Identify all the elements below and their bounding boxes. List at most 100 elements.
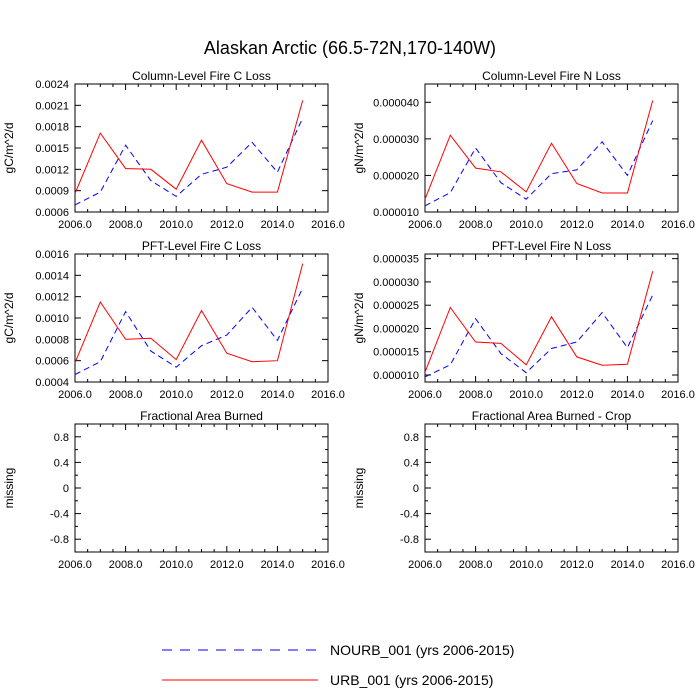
- y-tick-label: 0: [63, 483, 69, 495]
- panel-title: Column-Level Fire N Loss: [482, 69, 621, 83]
- y-tick-label: 0.0006: [35, 356, 69, 368]
- panel-title: Fractional Area Burned - Crop: [472, 409, 632, 423]
- x-tick-label: 2012.0: [210, 389, 244, 401]
- x-tick-label: 2012.0: [560, 389, 594, 401]
- series-line-nourb-001: [74, 287, 304, 375]
- y-tick-label: 0.000020: [373, 323, 419, 335]
- y-tick-label: -0.4: [50, 509, 69, 521]
- y-tick-label: 0.0004: [35, 377, 69, 389]
- y-axis-label: gN/m^2/d: [352, 123, 366, 174]
- y-tick-label: -0.8: [400, 534, 419, 546]
- y-tick-label: 0.000030: [373, 134, 419, 146]
- y-tick-label: 0.000040: [373, 97, 419, 109]
- x-tick-label: 2014.0: [261, 559, 295, 571]
- x-tick-label: 2016.0: [311, 559, 345, 571]
- x-tick-label: 2016.0: [661, 389, 695, 401]
- y-tick-label: 0.0015: [35, 143, 69, 155]
- x-tick-label: 2008.0: [459, 389, 493, 401]
- y-tick-label: 0.0008: [35, 334, 69, 346]
- legend-item-1: NOURB_001 (yrs 2006-2015): [162, 642, 514, 658]
- y-tick-label: 0.0012: [35, 164, 69, 176]
- x-tick-label: 2016.0: [311, 389, 345, 401]
- series-line-urb-001: [74, 100, 304, 194]
- panel-1: Column-Level Fire C Loss 2006.0 2008.0 2010…: [2, 69, 345, 231]
- y-tick-label: -0.4: [400, 509, 419, 521]
- x-tick-label: 2012.0: [210, 559, 244, 571]
- panel-title: Column-Level Fire C Loss: [132, 69, 271, 83]
- panels-group: Column-Level Fire C Loss 2006.0 2008.0 2010…: [2, 69, 695, 571]
- legend-label: NOURB_001 (yrs 2006-2015): [330, 642, 514, 658]
- legend: NOURB_001 (yrs 2006-2015) URB_001 (yrs 20…: [162, 642, 514, 688]
- series-line-urb-001: [424, 100, 654, 200]
- y-tick-label: 0.0006: [35, 207, 69, 219]
- panel-title: PFT-Level Fire C Loss: [142, 239, 261, 253]
- y-axis-label: gC/m^2/d: [2, 123, 16, 174]
- x-tick-label: 2014.0: [611, 389, 645, 401]
- y-axis-label: gN/m^2/d: [352, 293, 366, 344]
- x-tick-label: 2010.0: [159, 219, 193, 231]
- x-tick-label: 2006.0: [58, 219, 92, 231]
- x-tick-label: 2010.0: [509, 559, 543, 571]
- series-line-nourb-001: [424, 294, 654, 378]
- x-tick-label: 2014.0: [261, 389, 295, 401]
- series-line-nourb-001: [74, 117, 304, 206]
- x-tick-label: 2006.0: [408, 389, 442, 401]
- y-tick-label: 0.0010: [35, 313, 69, 325]
- panel-4: PFT-Level Fire N Loss 2006.0 2008.0 2010.0 2…: [352, 239, 695, 401]
- panel-5: Fractional Area Burned 2006.0 2008.0 2010.0…: [2, 409, 345, 571]
- y-tick-label: 0.000010: [373, 370, 419, 382]
- y-tick-label: 0.0012: [35, 292, 69, 304]
- x-tick-label: 2008.0: [109, 559, 143, 571]
- panel-2: Column-Level Fire N Loss 2006.0 2008.0 2010…: [352, 69, 695, 231]
- x-tick-label: 2012.0: [210, 219, 244, 231]
- y-tick-label: 0.8: [54, 432, 69, 444]
- y-tick-label: 0.000015: [373, 347, 419, 359]
- y-tick-label: -0.8: [50, 534, 69, 546]
- x-tick-label: 2010.0: [159, 389, 193, 401]
- x-tick-label: 2006.0: [58, 559, 92, 571]
- x-tick-label: 2006.0: [408, 559, 442, 571]
- panel-3: PFT-Level Fire C Loss 2006.0 2008.0 2010.0 2…: [2, 239, 345, 401]
- x-tick-label: 2012.0: [560, 219, 594, 231]
- series-line-nourb-001: [424, 120, 654, 207]
- x-tick-label: 2012.0: [560, 559, 594, 571]
- y-tick-label: 0.8: [404, 432, 419, 444]
- y-axis-label: missing: [2, 468, 16, 509]
- y-tick-label: 0.000020: [373, 170, 419, 182]
- figure-title: Alaskan Arctic (66.5-72N,170-140W): [204, 38, 496, 58]
- y-tick-label: 0.0014: [35, 270, 69, 282]
- panel-6: Fractional Area Burned - Crop 2006.0 2008.…: [352, 409, 695, 571]
- x-tick-label: 2008.0: [109, 389, 143, 401]
- panel-title: Fractional Area Burned: [140, 409, 263, 423]
- y-tick-label: 0.0016: [35, 249, 69, 261]
- y-tick-label: 0.0009: [35, 186, 69, 198]
- x-tick-label: 2006.0: [408, 219, 442, 231]
- y-tick-label: 0.4: [54, 457, 69, 469]
- y-axis-label: gC/m^2/d: [2, 293, 16, 344]
- x-tick-label: 2010.0: [509, 389, 543, 401]
- series-line-urb-001: [424, 271, 654, 373]
- panel-title: PFT-Level Fire N Loss: [492, 239, 611, 253]
- y-tick-label: 0.000025: [373, 300, 419, 312]
- x-tick-label: 2008.0: [459, 219, 493, 231]
- y-tick-label: 0.0021: [35, 100, 69, 112]
- x-tick-label: 2016.0: [661, 559, 695, 571]
- x-tick-label: 2008.0: [459, 559, 493, 571]
- y-tick-label: 0.0018: [35, 122, 69, 134]
- x-tick-label: 2014.0: [611, 559, 645, 571]
- y-tick-label: 0.000035: [373, 254, 419, 266]
- x-tick-label: 2014.0: [611, 219, 645, 231]
- y-axis-label: missing: [352, 468, 366, 509]
- legend-item-2: URB_001 (yrs 2006-2015): [162, 672, 493, 688]
- series-line-urb-001: [74, 263, 304, 363]
- y-tick-label: 0.000010: [373, 207, 419, 219]
- x-tick-label: 2016.0: [661, 219, 695, 231]
- x-tick-label: 2006.0: [58, 389, 92, 401]
- legend-label: URB_001 (yrs 2006-2015): [330, 672, 493, 688]
- y-tick-label: 0.0024: [35, 79, 69, 91]
- y-tick-label: 0: [413, 483, 419, 495]
- x-tick-label: 2010.0: [509, 219, 543, 231]
- x-tick-label: 2008.0: [109, 219, 143, 231]
